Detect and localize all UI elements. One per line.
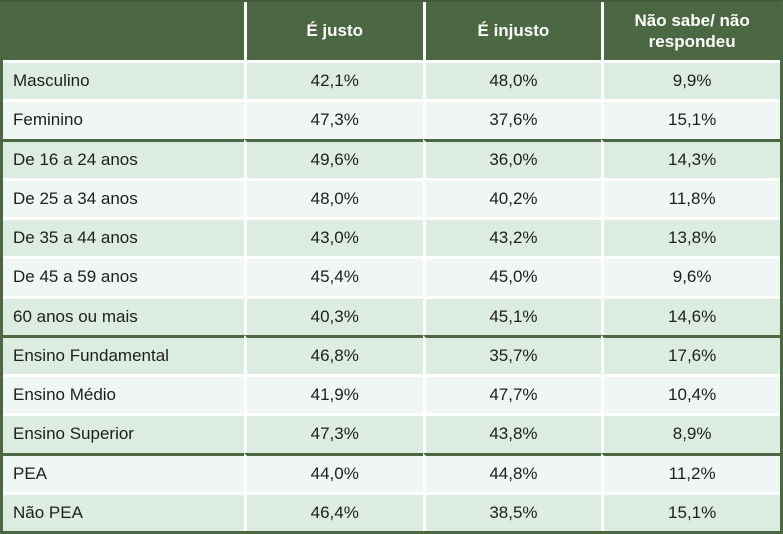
table-row: De 16 a 24 anos 49,6% 36,0% 14,3% [3,138,780,178]
cell-value: 38,5% [422,491,602,531]
cell-value: 43,0% [243,217,423,257]
cell-value: 35,7% [422,334,602,374]
table-body: Masculino 42,1% 48,0% 9,9% Feminino 47,3… [3,60,780,531]
column-header-nao-sabe: Não sabe/ não respondeu [601,2,780,60]
row-label: Ensino Fundamental [3,334,244,374]
row-label: Não PEA [3,491,244,531]
cell-value: 36,0% [422,138,602,178]
table-row: Ensino Superior 47,3% 43,8% 8,9% [3,413,780,453]
table-row: De 35 a 44 anos 43,0% 43,2% 13,8% [3,217,780,257]
cell-value: 11,2% [601,452,780,492]
cell-value: 9,6% [601,256,780,296]
cell-value: 47,3% [243,413,423,453]
table-row: Não PEA 46,4% 38,5% 15,1% [3,491,780,531]
row-label: De 25 a 34 anos [3,177,244,217]
cell-value: 13,8% [601,217,780,257]
row-label: Ensino Superior [3,413,244,453]
table-row: 60 anos ou mais 40,3% 45,1% 14,6% [3,295,780,335]
row-label: De 45 a 59 anos [3,256,244,296]
cell-value: 44,0% [243,452,423,492]
cell-value: 8,9% [601,413,780,453]
cell-value: 43,8% [422,413,602,453]
table-row: Ensino Fundamental 46,8% 35,7% 17,6% [3,334,780,374]
cell-value: 46,8% [243,334,423,374]
cell-value: 40,3% [243,295,423,335]
row-label: Masculino [3,60,244,100]
cell-value: 15,1% [601,99,780,139]
cell-value: 44,8% [422,452,602,492]
cell-value: 45,0% [422,256,602,296]
cell-value: 15,1% [601,491,780,531]
row-label: PEA [3,452,244,492]
table-row: Ensino Médio 41,9% 47,7% 10,4% [3,374,780,414]
cell-value: 11,8% [601,177,780,217]
header-row: É justo É injusto Não sabe/ não responde… [3,2,780,60]
table-row: PEA 44,0% 44,8% 11,2% [3,452,780,492]
cell-value: 49,6% [243,138,423,178]
column-header-e-injusto: É injusto [422,2,602,60]
cell-value: 10,4% [601,374,780,414]
cell-value: 45,1% [422,295,602,335]
cell-value: 9,9% [601,60,780,100]
cell-value: 47,3% [243,99,423,139]
row-label: Ensino Médio [3,374,244,414]
cell-value: 40,2% [422,177,602,217]
cell-value: 14,3% [601,138,780,178]
row-label: Feminino [3,99,244,139]
table-row: Feminino 47,3% 37,6% 15,1% [3,99,780,139]
table-header: É justo É injusto Não sabe/ não responde… [3,2,780,60]
table-row: De 25 a 34 anos 48,0% 40,2% 11,8% [3,177,780,217]
table-row: Masculino 42,1% 48,0% 9,9% [3,60,780,100]
cell-value: 45,4% [243,256,423,296]
row-label: 60 anos ou mais [3,295,244,335]
cell-value: 48,0% [422,60,602,100]
cell-value: 37,6% [422,99,602,139]
cell-value: 42,1% [243,60,423,100]
cell-value: 17,6% [601,334,780,374]
cell-value: 48,0% [243,177,423,217]
cell-value: 43,2% [422,217,602,257]
table-row: De 45 a 59 anos 45,4% 45,0% 9,6% [3,256,780,296]
cell-value: 41,9% [243,374,423,414]
cell-value: 46,4% [243,491,423,531]
column-header-e-justo: É justo [243,2,423,60]
corner-cell [3,2,244,60]
cell-value: 14,6% [601,295,780,335]
row-label: De 35 a 44 anos [3,217,244,257]
row-label: De 16 a 24 anos [3,138,244,178]
cell-value: 47,7% [422,374,602,414]
